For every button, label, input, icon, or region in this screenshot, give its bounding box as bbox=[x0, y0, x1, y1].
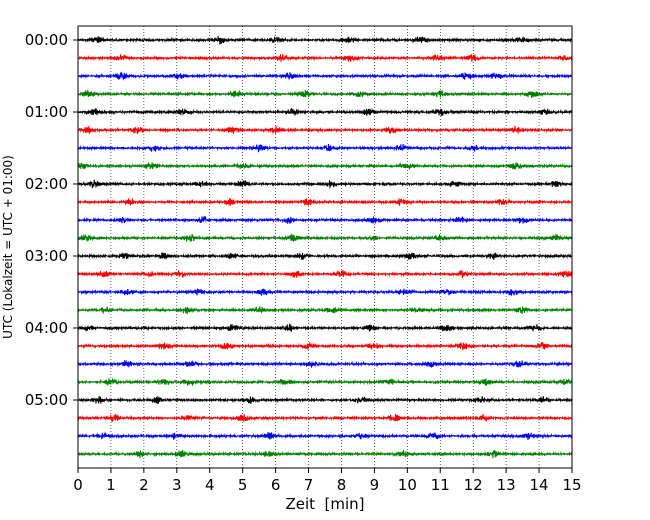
x-tick-label: 15 bbox=[562, 476, 581, 494]
trace-line bbox=[77, 252, 573, 260]
trace-line bbox=[77, 288, 573, 296]
trace-line bbox=[77, 341, 573, 351]
trace-line bbox=[77, 197, 573, 206]
trace-line bbox=[77, 306, 573, 315]
trace-line bbox=[77, 233, 573, 242]
x-tick-label: 3 bbox=[172, 476, 182, 494]
x-tick-label: 13 bbox=[497, 476, 516, 494]
x-tick-label: 4 bbox=[205, 476, 215, 494]
trace-line bbox=[77, 395, 573, 405]
trace-line bbox=[77, 449, 573, 459]
trace-line bbox=[77, 71, 573, 81]
y-tick-label: 03:00 bbox=[25, 247, 68, 265]
x-tick-label: 9 bbox=[370, 476, 380, 494]
trace-line bbox=[77, 107, 573, 117]
x-tick-label: 8 bbox=[337, 476, 347, 494]
x-tick-label: 5 bbox=[238, 476, 248, 494]
trace-series bbox=[77, 35, 573, 459]
trace-line bbox=[77, 179, 573, 190]
x-tick-label: 2 bbox=[139, 476, 149, 494]
x-tick-label: 10 bbox=[398, 476, 417, 494]
y-axis-label: UTC (Lokalzeit = UTC + 01:00) bbox=[1, 155, 15, 339]
x-axis-label: Zeit [min] bbox=[285, 495, 364, 513]
x-tick-label: 14 bbox=[530, 476, 549, 494]
trace-line bbox=[77, 162, 573, 170]
trace-line bbox=[77, 359, 573, 368]
trace-line bbox=[77, 269, 573, 279]
trace-line bbox=[77, 378, 573, 387]
trace-line bbox=[77, 35, 573, 45]
x-tick-label: 11 bbox=[431, 476, 450, 494]
plot-frame bbox=[77, 25, 573, 469]
y-axis-ticks: 00:00 01:00 02:00 03:00 04:00 05:00 bbox=[25, 31, 78, 409]
y-tick-label: 04:00 bbox=[25, 319, 68, 337]
x-tick-label: 1 bbox=[106, 476, 116, 494]
trace-line bbox=[77, 431, 573, 441]
x-tick-label: 0 bbox=[73, 476, 83, 494]
y-tick-label: 02:00 bbox=[25, 175, 68, 193]
x-axis-ticks: 0 1 2 3 4 5 6 7 8 9 10 11 12 13 14 15 bbox=[73, 468, 582, 494]
y-tick-label: 01:00 bbox=[25, 103, 68, 121]
y-tick-label: 00:00 bbox=[25, 31, 68, 49]
trace-line bbox=[77, 215, 573, 225]
x-tick-label: 12 bbox=[464, 476, 483, 494]
trace-line bbox=[77, 89, 573, 98]
trace-line bbox=[77, 413, 573, 423]
trace-line bbox=[77, 143, 573, 153]
trace-line bbox=[77, 125, 573, 135]
trace-line bbox=[77, 54, 573, 62]
y-tick-label: 05:00 bbox=[25, 391, 68, 409]
trace-line bbox=[77, 323, 573, 333]
x-tick-label: 7 bbox=[304, 476, 314, 494]
x-tick-label: 6 bbox=[271, 476, 281, 494]
